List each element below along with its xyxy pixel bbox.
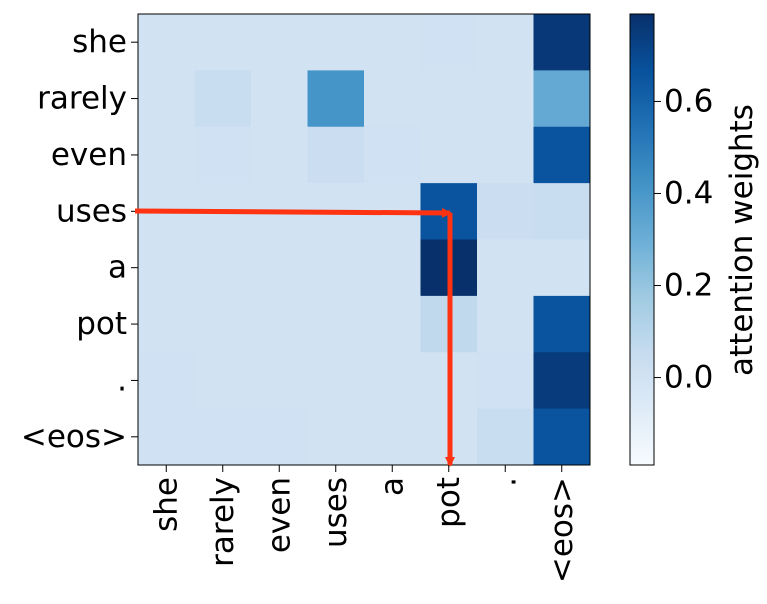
heatmap-cell [533,239,591,297]
heatmap-cell [307,239,365,297]
plot-frame [137,13,591,466]
heatmap-cell [533,408,591,466]
colorbar [629,13,655,466]
heatmap-cell [194,126,252,184]
y-tick-labels: she rarely even uses a pot. <eos> [21,24,127,455]
heatmap-cell [251,14,308,71]
heatmap-cell [420,70,478,128]
y-tick-label: a [108,250,127,286]
heatmap-cell [364,14,421,71]
heatmap-cell [307,70,365,128]
heatmap-cell [533,352,591,410]
heatmap-cell [477,70,534,128]
heatmap-cell [251,239,308,297]
heatmap-cell [477,352,534,410]
x-tick-label: she [148,477,184,532]
heatmap-cell [477,408,534,466]
heatmap-cell [533,295,591,353]
heatmap-cell [194,408,252,466]
y-tick-label: she [72,24,127,60]
heatmap-cell [138,70,195,128]
heatmap-cell [251,408,308,466]
colorbar-label: attention weights [724,104,760,376]
heatmap-cell [138,408,195,466]
colorbar-tick-label: 0.2 [664,268,713,304]
x-tick-label: pot [431,477,467,528]
y-tick-label: pot [76,306,127,342]
heatmap-cell [138,352,195,410]
heatmap-cell [251,352,308,410]
heatmap-cell [307,126,365,184]
heatmap-cell [307,352,365,410]
heatmap-cell [138,126,195,184]
heatmap-cell [477,183,534,241]
heatmap-cells [138,14,591,466]
heatmap-cell [194,70,252,128]
axis-ticks [131,41,563,472]
heatmap-cell [194,239,252,297]
heatmap-cell [307,14,365,71]
heatmap-cell [307,408,365,466]
heatmap-cell [364,126,421,184]
y-tick-label: rarely [37,81,127,117]
heatmap-cell [533,14,591,71]
heatmap-cell [364,239,421,297]
x-tick-label: uses [318,477,354,548]
y-tick-label: . [117,362,127,398]
x-tick-label: <eos> [544,477,580,583]
annotation-arrow-horizontal [134,207,452,218]
heatmap-cell [533,70,591,128]
heatmap-cell [364,295,421,353]
x-tick-label: rarely [205,477,241,567]
heatmap-cell [420,14,478,71]
colorbar-tick-label: 0.6 [664,83,713,119]
heatmap-cell [364,352,421,410]
heatmap-cell [477,239,534,297]
colorbar-tick-label: 0.0 [664,360,713,396]
heatmap-cell [364,408,421,466]
heatmap-cell [251,295,308,353]
heatmap-cell [251,70,308,128]
heatmap-cell [477,126,534,184]
heatmap-cell [307,295,365,353]
heatmap-cell [533,183,591,241]
heatmap-cell [138,295,195,353]
x-tick-label: even [261,477,297,553]
x-tick-label: a [374,477,410,496]
heatmap-cell [533,126,591,184]
heatmap-cell [477,295,534,353]
heatmap-cell [194,352,252,410]
y-tick-label: even [51,137,127,173]
heatmap-cell [194,14,252,71]
y-tick-label: <eos> [21,419,127,455]
heatmap-cell [477,14,534,71]
heatmap-cell [420,126,478,184]
heatmap-cell [251,126,308,184]
heatmap-cell [138,239,195,297]
y-tick-label: uses [56,193,127,229]
heatmap-cell [194,295,252,353]
heatmap-cell [138,14,195,71]
heatmap-cell [364,70,421,128]
colorbar-tick-label: 0.4 [664,175,713,211]
x-tick-label: . [487,477,523,487]
colorbar-ticks: 0.0 0.2 0.4 0.6 [654,83,713,396]
x-tick-labels: she rarely even uses a pot. <eos> [148,477,580,583]
